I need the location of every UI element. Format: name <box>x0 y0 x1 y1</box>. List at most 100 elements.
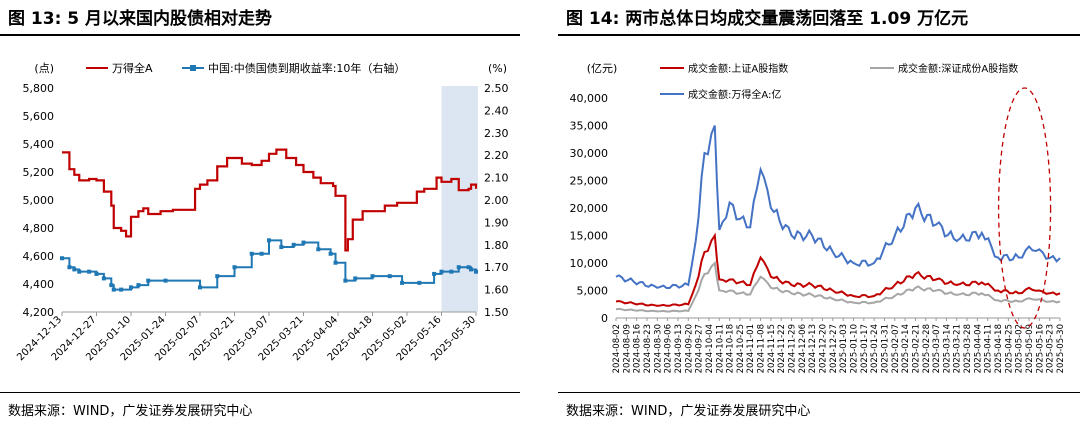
series-point <box>136 283 141 288</box>
series-line-2 <box>62 239 477 291</box>
series-point <box>267 238 271 243</box>
x-tick-label: 2024-08-16 <box>633 324 643 373</box>
series-point <box>343 278 348 283</box>
figure-14-bottom-rule <box>558 392 1080 393</box>
y-tick-right: 1.60 <box>484 284 509 297</box>
x-tick-label: 2024-11-08 <box>757 324 767 373</box>
figure-13-panel: 图 13: 5 月以来国内股债相对走势 (点) (%) 4,200 4,400 4,60… <box>0 0 520 426</box>
figure-13-chart: (点) (%) 4,200 4,400 4,600 4,800 5,000 5,200 5,40… <box>15 61 509 363</box>
x-tick-label: 2025-03-14 <box>942 324 952 373</box>
x-tick-label: 2025-01-03 <box>839 324 849 373</box>
series-point <box>439 269 444 274</box>
y-tick-right: 2.40 <box>484 104 509 117</box>
legend-label-2: 中国:中债国债到期收益率:10年（右轴） <box>208 61 405 75</box>
series-point <box>72 267 77 272</box>
y-tick-left: 4,600 <box>23 250 55 263</box>
y-tick-left: 5,800 <box>23 82 55 95</box>
y-tick-right: 2.10 <box>484 172 509 185</box>
series-point <box>215 274 220 279</box>
y-tick-right: 2.30 <box>484 127 509 140</box>
series-point <box>249 251 254 256</box>
series-line-2 <box>615 260 1061 313</box>
y-tick-left: 5,600 <box>23 110 55 123</box>
x-tick-label: 2025-05-30 <box>1056 324 1066 373</box>
x-tick-label: 2025-01-10 <box>849 324 859 373</box>
y-tick: 40,000 <box>570 92 609 105</box>
figure-14-panel: 图 14: 两市总体日均成交量震荡回落至 1.09 万亿元 (亿元) 0 5,000… <box>558 0 1080 426</box>
series-point <box>279 245 284 250</box>
x-tick-label: 2025-02-21 <box>911 324 921 373</box>
y-tick: 25,000 <box>570 175 609 188</box>
series-point <box>400 280 405 285</box>
figure-14-title: 图 14: 两市总体日均成交量震荡回落至 1.09 万亿元 <box>566 9 969 29</box>
series-line-3 <box>615 125 1061 289</box>
figure-14-top-rule <box>558 34 1080 36</box>
legend-label-2: 成交金额:深证成份A股指数 <box>898 62 1018 75</box>
y-tick-left: 5,400 <box>23 138 55 151</box>
series-point <box>109 283 114 288</box>
series-point <box>449 269 454 274</box>
series-point <box>87 269 92 274</box>
series-point <box>370 274 375 279</box>
figure-14-source: 数据来源：WIND，广发证券发展研究中心 <box>566 404 811 419</box>
series-point <box>387 274 392 279</box>
x-tick-label: 2025-04-18 <box>994 324 1004 373</box>
x-tick-label: 2025-02-14 <box>901 324 911 373</box>
x-tick-label: 2024-08-02 <box>612 324 622 373</box>
y-axis-label-right: (%) <box>488 62 507 75</box>
y-tick-right: 1.90 <box>484 216 509 229</box>
series-line-1 <box>615 232 1061 307</box>
series-line-1 <box>62 148 478 252</box>
x-tick-label: 2024-12-13 <box>808 324 818 373</box>
figure-14-chart: (亿元) 0 5,000 10,000 15,000 20,000 25,000 30,000… <box>570 62 1067 373</box>
figure-13-source: 数据来源：WIND，广发证券发展研究中心 <box>8 404 253 419</box>
series-point <box>328 251 333 256</box>
x-tick-label: 2024-11-01 <box>746 324 756 373</box>
y-tick-right: 1.80 <box>484 239 509 252</box>
series-point <box>67 265 72 270</box>
y-tick-left: 4,200 <box>23 306 55 319</box>
series-point <box>129 285 133 290</box>
x-tick-label: 2025-01-31 <box>880 324 890 373</box>
series-point <box>456 265 461 270</box>
x-tick-label: 2024-09-27 <box>695 324 705 373</box>
series-point <box>316 247 321 252</box>
series-point <box>146 278 151 283</box>
x-tick-label: 2024-10-04 <box>705 324 715 373</box>
x-tick-label: 2025-04-11 <box>984 324 994 373</box>
x-tick-label: 2025-05-16 <box>1035 324 1045 373</box>
y-tick: 20,000 <box>570 202 609 215</box>
x-tick-label: 2024-11-15 <box>767 324 777 373</box>
x-tick-label: 2025-05-02 <box>1015 324 1025 373</box>
x-tick-label: 2025-04-25 <box>1004 324 1014 373</box>
series-point <box>469 267 474 272</box>
y-tick-right: 2.50 <box>484 82 509 95</box>
x-tick-label: 2024-09-13 <box>674 324 684 373</box>
y-tick: 30,000 <box>570 147 609 160</box>
series-point <box>198 285 202 290</box>
x-tick-label: 2024-09-06 <box>664 324 674 373</box>
figure-13-title: 图 13: 5 月以来国内股债相对走势 <box>8 9 273 29</box>
y-tick-left: 4,800 <box>23 222 55 235</box>
x-tick-label: 2024-08-30 <box>653 324 663 373</box>
y-tick: 35,000 <box>570 120 609 133</box>
x-tick-label: 2024-10-18 <box>726 324 736 373</box>
series-point <box>60 256 64 261</box>
x-tick-label: 2025-04-04 <box>973 324 983 373</box>
x-tick-label: 2024-08-23 <box>643 324 653 373</box>
series-point <box>432 271 437 276</box>
y-tick-left: 5,200 <box>23 166 55 179</box>
y-tick-left: 4,400 <box>23 278 55 291</box>
series-point <box>101 276 106 281</box>
x-tick-label: 2024-11-29 <box>788 324 798 373</box>
y-axis-label: (亿元) <box>587 62 618 75</box>
series-point <box>119 287 124 292</box>
x-tick-label: 2025-03-28 <box>963 324 973 373</box>
series-point <box>466 265 471 270</box>
x-tick-label: 2024-12-20 <box>819 324 829 373</box>
x-tick-label: 2024-12-06 <box>798 324 808 373</box>
legend-marker-2 <box>190 65 196 71</box>
series-point <box>353 276 358 281</box>
annotation-ellipse <box>997 87 1052 329</box>
x-tick-label: 2024-12-27 <box>829 324 839 373</box>
